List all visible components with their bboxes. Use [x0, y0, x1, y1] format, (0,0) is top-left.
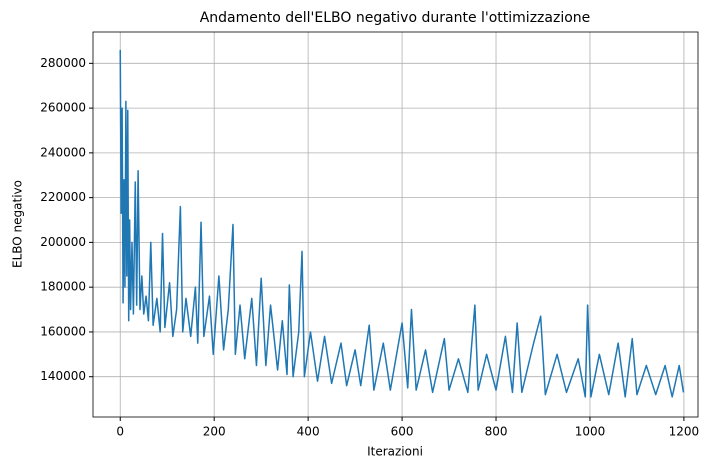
- data-line: [119, 49, 685, 398]
- x-tick-label: 400: [297, 425, 320, 439]
- y-tick-label: 240000: [40, 145, 86, 159]
- x-tick-label: 0: [116, 425, 124, 439]
- y-tick-label: 220000: [40, 190, 86, 204]
- y-axis-label: ELBO negativo: [11, 180, 25, 268]
- x-tick-label: 1000: [575, 425, 606, 439]
- y-tick-label: 160000: [40, 324, 86, 338]
- x-tick-label: 600: [391, 425, 414, 439]
- y-tick-label: 260000: [40, 101, 86, 115]
- y-tick-label: 180000: [40, 280, 86, 294]
- y-tick-label: 200000: [40, 235, 86, 249]
- chart-title: Andamento dell'ELBO negativo durante l'o…: [200, 10, 591, 26]
- x-axis-label: Iterazioni: [367, 445, 423, 459]
- x-tick-label: 800: [485, 425, 508, 439]
- x-tick-label: 200: [203, 425, 226, 439]
- y-tick-label: 140000: [40, 369, 86, 383]
- plot-frame: [92, 31, 699, 418]
- x-tick-label: 1200: [669, 425, 700, 439]
- y-tick-label: 280000: [40, 56, 86, 70]
